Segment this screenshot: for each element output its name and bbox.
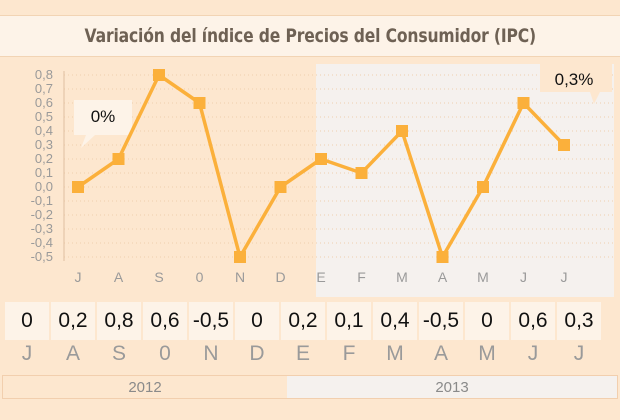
callout-start-box xyxy=(74,100,132,148)
y-tick-label: 0,3 xyxy=(35,137,53,152)
value-cell: -0,5 xyxy=(189,302,233,340)
data-point xyxy=(477,181,489,193)
value-cell: 0,2 xyxy=(51,302,95,340)
months-row: J A S 0 N D E F M A M J J xyxy=(0,342,620,370)
callout-start-label: 0% xyxy=(91,107,116,126)
data-point xyxy=(234,251,246,263)
month-label: J xyxy=(527,342,539,365)
values-table-row: 0 0,2 0,8 0,6 -0,5 0 0,2 0,1 0,4 -0,5 0 0,6 0,3 xyxy=(0,300,620,342)
x-axis: J A S 0 N D E F M A M J J xyxy=(75,269,568,285)
chart-title-bar: Variación del índice de Precios del Cons… xyxy=(0,15,620,57)
value-cell: 0,3 xyxy=(557,302,601,340)
y-tick-label: -0,1 xyxy=(31,193,53,208)
x-tick-label: M xyxy=(396,269,408,285)
callouts: 0% 0,3% xyxy=(74,64,612,148)
value-cell: 0,8 xyxy=(97,302,141,340)
year-label-2012: 2012 xyxy=(2,375,288,399)
value-cell: 0,2 xyxy=(281,302,325,340)
x-tick-label: F xyxy=(357,269,366,285)
x-tick-label: A xyxy=(438,269,448,285)
x-tick-label: J xyxy=(520,269,527,285)
y-tick-label: -0,3 xyxy=(31,221,53,236)
data-point xyxy=(315,153,327,165)
value-cell: 0 xyxy=(235,302,279,340)
data-point xyxy=(396,125,408,137)
y-tick-label: -0,2 xyxy=(31,207,53,222)
x-tick-label: J xyxy=(561,269,568,285)
month-label: A xyxy=(433,342,449,365)
y-tick-label: 0,7 xyxy=(35,81,53,96)
data-point xyxy=(436,251,449,263)
value-cell: 0,6 xyxy=(143,302,187,340)
data-point xyxy=(112,153,125,165)
value-cell: 0,1 xyxy=(327,302,371,340)
x-tick-label: M xyxy=(477,269,489,285)
x-tick-label: S xyxy=(154,269,163,285)
data-point xyxy=(558,139,570,151)
value-cell: 0,6 xyxy=(511,302,555,340)
y-tick-label: 0,0 xyxy=(35,179,53,194)
value-cell: -0,5 xyxy=(419,302,463,340)
month-label: F xyxy=(342,342,356,365)
x-tick-label: D xyxy=(275,269,285,285)
data-point xyxy=(72,181,84,193)
y-axis: 0,80,70,60,50,40,30,20,10,0-0,1-0,2-0,3-… xyxy=(31,67,65,264)
series-points xyxy=(72,69,570,263)
month-label: M xyxy=(386,342,404,365)
y-tick-label: -0,4 xyxy=(31,235,53,250)
data-point xyxy=(517,97,530,109)
x-tick-label: A xyxy=(114,269,124,285)
data-point xyxy=(193,97,206,109)
value-cell: 0,4 xyxy=(373,302,417,340)
y-tick-label: 0,1 xyxy=(35,165,53,180)
month-label: M xyxy=(478,342,496,365)
month-label: 0 xyxy=(159,342,171,365)
month-label: J xyxy=(21,342,33,365)
x-tick-label: 0 xyxy=(196,269,204,285)
x-tick-label: E xyxy=(316,269,325,285)
value-cell: 0 xyxy=(5,302,49,340)
x-tick-label: J xyxy=(75,269,82,285)
y-tick-label: 0,4 xyxy=(35,123,53,138)
year-label-2013: 2013 xyxy=(287,375,618,399)
callout-end-box xyxy=(540,64,612,104)
data-point xyxy=(355,167,368,179)
month-label: S xyxy=(111,342,127,365)
x-tick-label: N xyxy=(235,269,245,285)
year-2013-shade xyxy=(316,64,614,297)
month-label: N xyxy=(203,342,219,365)
y-tick-label: 0,6 xyxy=(35,95,53,110)
y-tick-label: 0,2 xyxy=(35,151,53,166)
month-label: D xyxy=(249,342,265,365)
month-label: A xyxy=(65,342,81,365)
callout-end-label: 0,3% xyxy=(555,70,594,89)
value-cell: 0 xyxy=(465,302,509,340)
y-tick-label: 0,8 xyxy=(35,67,53,82)
y-tick-label: 0,5 xyxy=(35,109,53,124)
chart-title: Variación del índice de Precios del Cons… xyxy=(84,25,536,47)
data-point xyxy=(274,181,287,193)
month-label: J xyxy=(573,342,585,365)
month-label: E xyxy=(295,342,311,365)
y-tick-label: -0,5 xyxy=(31,249,53,264)
data-point xyxy=(153,69,165,81)
line-chart: 0,80,70,60,50,40,30,20,10,0-0,1-0,2-0,3-… xyxy=(31,64,614,297)
